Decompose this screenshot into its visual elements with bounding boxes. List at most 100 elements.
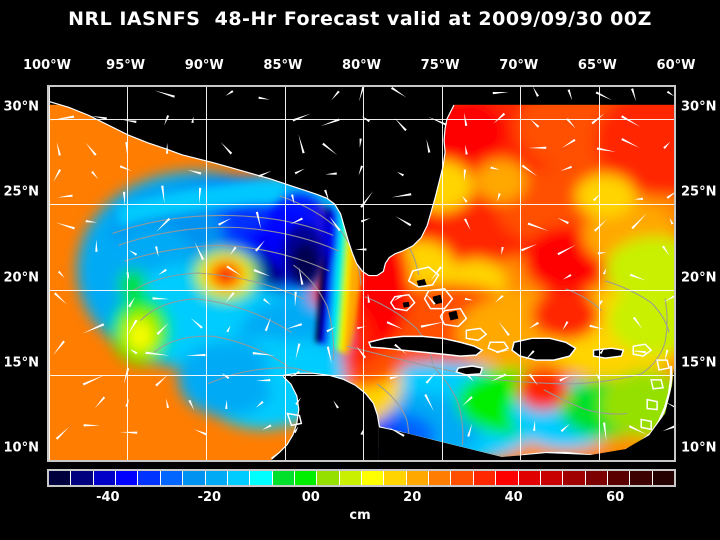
current-vector-arrow	[199, 187, 202, 204]
lon-tick-label: 90°W	[184, 58, 224, 73]
current-vector-arrow	[663, 141, 671, 149]
axis-tick	[167, 460, 168, 462]
axis-tick	[364, 460, 365, 462]
axis-tick	[47, 280, 49, 281]
current-vector-arrow	[57, 194, 73, 198]
current-vector-arrow	[285, 323, 303, 330]
current-vector-arrow	[85, 219, 98, 223]
current-vector-arrow	[129, 348, 138, 355]
axis-tick	[47, 365, 49, 366]
current-vector-arrow	[252, 351, 276, 356]
current-vector-arrow	[220, 142, 233, 155]
axis-tick	[560, 460, 561, 462]
current-vector-arrow	[593, 193, 601, 202]
current-vector-arrow	[462, 396, 473, 407]
current-vector-arrow	[602, 422, 607, 442]
current-vector-arrow	[532, 87, 539, 97]
current-vector-arrow	[621, 137, 640, 148]
current-vector-arrow	[325, 172, 337, 175]
axis-tick	[639, 85, 640, 87]
lon-tick-label: 85°W	[263, 58, 303, 73]
current-vector-arrow	[528, 146, 547, 149]
current-vector-arrow	[662, 425, 674, 432]
colorbar-swatch	[585, 471, 608, 485]
axis-tick	[674, 109, 676, 110]
current-vector-arrow	[358, 165, 364, 176]
axis-tick	[128, 85, 129, 87]
colorbar-tick-label: 60	[606, 490, 625, 505]
current-vector-arrow	[83, 424, 101, 427]
colorbar-tick-label: 00	[301, 490, 320, 505]
current-vector-arrow	[53, 292, 68, 305]
current-vector-arrow	[630, 350, 647, 354]
current-vector-arrow	[566, 118, 576, 129]
current-vector-arrow	[497, 193, 501, 202]
lon-tick-label: 80°W	[342, 58, 381, 73]
axis-tick	[442, 85, 443, 87]
axis-tick	[47, 109, 49, 110]
current-vector-arrow	[498, 321, 510, 336]
current-vector-arrow	[91, 170, 99, 180]
colorbar-swatch	[607, 471, 631, 485]
current-vector-arrow	[524, 350, 535, 361]
axis-tick	[47, 412, 49, 413]
current-vector-arrow	[194, 429, 207, 436]
current-vector-arrow	[91, 116, 107, 120]
current-vector-arrow	[567, 89, 573, 101]
axis-tick	[47, 450, 49, 451]
axis-tick	[47, 156, 49, 157]
current-vector-arrow	[123, 120, 137, 123]
lat-tick-label: 15°N	[681, 355, 717, 371]
current-vector-arrow	[599, 347, 605, 355]
current-vector-arrow	[52, 340, 65, 356]
lat-tick-label: 10°N	[681, 440, 717, 456]
current-vector-arrow	[560, 423, 570, 433]
current-vector-arrow	[391, 193, 412, 198]
map-plot-area: Surface Elevation	[47, 85, 676, 462]
current-vector-arrow	[320, 118, 340, 127]
current-vector-arrow	[394, 117, 407, 132]
current-vector-arrow	[389, 376, 399, 380]
current-vector-arrow	[165, 142, 169, 154]
axis-tick	[599, 85, 600, 87]
current-vector-arrow	[326, 327, 336, 333]
current-vector-arrow	[527, 222, 549, 231]
colorbar-swatch	[362, 471, 385, 485]
current-vector-arrow	[395, 216, 412, 227]
current-vector-arrow	[358, 87, 365, 102]
current-vector-arrow	[152, 297, 170, 300]
current-vector-arrow	[562, 138, 576, 148]
colorbar-swatch	[518, 471, 541, 485]
current-vector-arrow	[631, 213, 647, 230]
current-vector-arrow	[161, 185, 165, 204]
axis-tick	[324, 85, 325, 87]
current-vector-arrow	[155, 374, 168, 387]
current-vector-arrow	[128, 319, 138, 335]
current-vector-arrow	[194, 241, 205, 261]
current-vector-arrow	[367, 293, 371, 303]
current-vector-arrow	[562, 321, 569, 331]
current-vector-arrow	[669, 217, 674, 225]
colorbar-swatch	[49, 471, 72, 485]
axis-tick	[674, 412, 676, 413]
axis-tick	[49, 460, 50, 462]
current-vector-arrow	[467, 423, 473, 437]
colorbar-swatch	[160, 471, 184, 485]
axis-tick	[560, 85, 561, 87]
current-vector-arrow	[95, 239, 98, 252]
current-vector-arrow	[331, 90, 340, 101]
current-vector-arrow	[386, 321, 403, 330]
axis-tick	[674, 280, 676, 281]
current-vector-arrow	[164, 115, 170, 126]
colorbar-swatch	[227, 471, 251, 485]
axis-tick	[88, 460, 89, 462]
current-vector-arrow	[665, 402, 674, 408]
current-vector-arrow	[55, 426, 70, 440]
axis-tick	[167, 85, 168, 87]
axis-tick	[481, 85, 482, 87]
current-vector-arrow	[596, 147, 616, 152]
current-vector-arrow	[156, 322, 169, 336]
colorbar-swatch	[652, 471, 675, 485]
current-vector-arrow	[187, 169, 202, 175]
current-vector-arrow	[190, 317, 203, 329]
